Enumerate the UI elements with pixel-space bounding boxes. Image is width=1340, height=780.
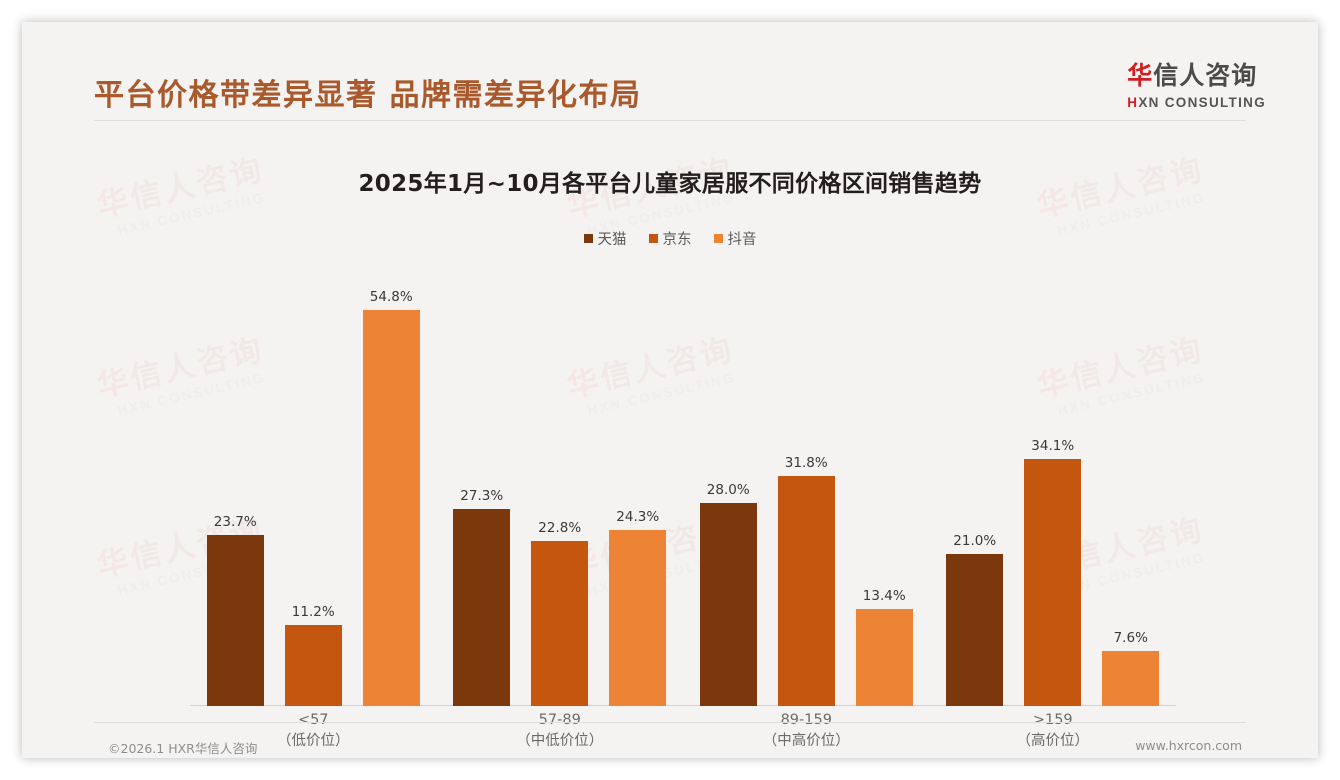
bar-天猫->159[interactable]: 21.0%: [946, 272, 1004, 706]
bar-rect[interactable]: [1102, 651, 1160, 706]
x-axis-tick-label: 57-89 （中低价位）: [516, 710, 603, 752]
bar-group: 27.3% 22.8% 24.3% 57-89 （中低价位）: [437, 272, 684, 749]
x-axis-tick-main: >159: [1032, 712, 1073, 728]
bar-rect[interactable]: [1024, 459, 1082, 706]
legend-swatch-icon: [713, 234, 723, 243]
x-axis-tick-label: <57 （低价位）: [277, 710, 350, 752]
page-title: 平台价格带差异显著 品牌需差异化布局: [94, 78, 642, 113]
bar-group: 28.0% 31.8% 13.4% 89-159 （中高价位）: [683, 272, 930, 749]
bar-value-label: 21.0%: [953, 533, 997, 550]
x-axis-tick-main: 89-159: [780, 712, 832, 728]
bar-value-label: 23.7%: [213, 513, 257, 530]
bar-value-label: 28.0%: [706, 482, 750, 499]
bar-rect[interactable]: [855, 609, 913, 706]
bar-京东-<57[interactable]: 11.2%: [284, 272, 342, 706]
legend-item-天猫[interactable]: 天猫: [583, 228, 627, 249]
bar-value-label: 11.2%: [291, 604, 335, 620]
bar-group: 23.7% 11.2% 54.8% <57 （低价位）: [190, 272, 437, 749]
bar-chart-plot: 23.7% 11.2% 54.8% <57 （低价位） 27.3% 22.8% 24.3% 57…: [150, 272, 1198, 754]
brand-logo-en-rest: XN CONSULTING: [1138, 95, 1266, 110]
brand-logo-cn-rest: 信人咨询: [1153, 61, 1258, 90]
chart-legend: 天猫 京东 抖音: [22, 228, 1318, 249]
bar-value-label: 22.8%: [538, 520, 582, 537]
legend-item-抖音[interactable]: 抖音: [713, 228, 757, 249]
footer-copyright: ©2026.1 HXR华信人咨询: [108, 741, 258, 756]
footer-divider: [94, 722, 1246, 723]
bar-rect[interactable]: [531, 541, 589, 706]
x-axis-tick-sub: （中高价位）: [762, 733, 850, 749]
bar-天猫-<57[interactable]: 23.7%: [206, 272, 264, 706]
brand-logo-en: HXN CONSULTING: [1127, 95, 1266, 110]
legend-item-京东[interactable]: 京东: [648, 228, 692, 249]
x-axis-tick-main: <57: [297, 712, 329, 728]
bar-value-label: 54.8%: [369, 288, 413, 305]
bar-抖音-<57[interactable]: 54.8%: [362, 272, 420, 706]
x-axis-tick-label: >159 （高价位）: [1017, 710, 1090, 752]
chart-block: 2025年1月~10月各平台儿童家居服不同价格区间销售趋势 天猫 京东 抖音 23.…: [22, 122, 1318, 749]
brand-logo: 华信人咨询 HXN CONSULTING: [1127, 56, 1266, 110]
x-axis-tick-sub: （中低价位）: [516, 733, 604, 749]
chart-title: 2025年1月~10月各平台儿童家居服不同价格区间销售趋势: [358, 171, 982, 197]
brand-logo-en-red: H: [1127, 95, 1139, 110]
bar-rect[interactable]: [284, 625, 342, 706]
x-axis-tick-label: 89-159 （中高价位）: [763, 710, 850, 752]
bar-京东->159[interactable]: 34.1%: [1024, 272, 1082, 706]
footer-website: www.hxrcon.com: [1135, 738, 1242, 753]
bar-group: 21.0% 34.1% 7.6% >159 （高价位）: [930, 272, 1177, 749]
bar-value-label: 31.8%: [784, 454, 828, 471]
bar-rect[interactable]: [946, 554, 1004, 706]
legend-swatch-icon: [583, 234, 593, 243]
bar-抖音-89-159[interactable]: 13.4%: [855, 272, 913, 706]
x-axis-tick-main: 57-89: [538, 712, 581, 728]
x-axis-tick-sub: （低价位）: [277, 733, 350, 749]
bar-抖音->159[interactable]: 7.6%: [1102, 272, 1160, 706]
bar-value-label: 13.4%: [862, 588, 906, 605]
bar-京东-57-89[interactable]: 22.8%: [531, 272, 589, 706]
bar-rect[interactable]: [206, 534, 264, 706]
x-axis-line: [190, 705, 1176, 706]
legend-label: 抖音: [727, 232, 757, 248]
plot-inner: 23.7% 11.2% 54.8% <57 （低价位） 27.3% 22.8% 24.3% 57…: [190, 272, 1177, 749]
legend-label: 天猫: [597, 232, 627, 248]
x-axis-tick-sub: （高价位）: [1016, 733, 1090, 749]
bar-value-label: 24.3%: [616, 509, 660, 526]
bar-抖音-57-89[interactable]: 24.3%: [609, 272, 667, 706]
bar-天猫-89-159[interactable]: 28.0%: [699, 272, 757, 706]
slide-frame: 华信人咨询 HXN CONSULTING 华信人咨询 HXN CONSULTING 华信…: [22, 22, 1318, 758]
header-divider: [94, 120, 1246, 121]
bar-rect[interactable]: [453, 508, 511, 706]
legend-label: 京东: [662, 232, 692, 248]
bar-京东-89-159[interactable]: 31.8%: [777, 272, 835, 706]
bar-天猫-57-89[interactable]: 27.3%: [453, 272, 511, 706]
bar-value-label: 27.3%: [460, 487, 504, 504]
bar-rect[interactable]: [362, 309, 420, 706]
legend-swatch-icon: [648, 234, 658, 243]
brand-logo-cn: 华信人咨询: [1127, 56, 1266, 92]
bar-rect[interactable]: [699, 503, 757, 706]
bar-value-label: 34.1%: [1031, 438, 1075, 455]
slide-header: 平台价格带差异显著 品牌需差异化布局 华信人咨询 HXN CONSULTING: [22, 22, 1318, 121]
bar-value-label: 7.6%: [1113, 630, 1148, 647]
bar-rect[interactable]: [777, 475, 835, 706]
bar-rect[interactable]: [609, 530, 667, 706]
brand-logo-cn-red: 华: [1127, 61, 1154, 90]
